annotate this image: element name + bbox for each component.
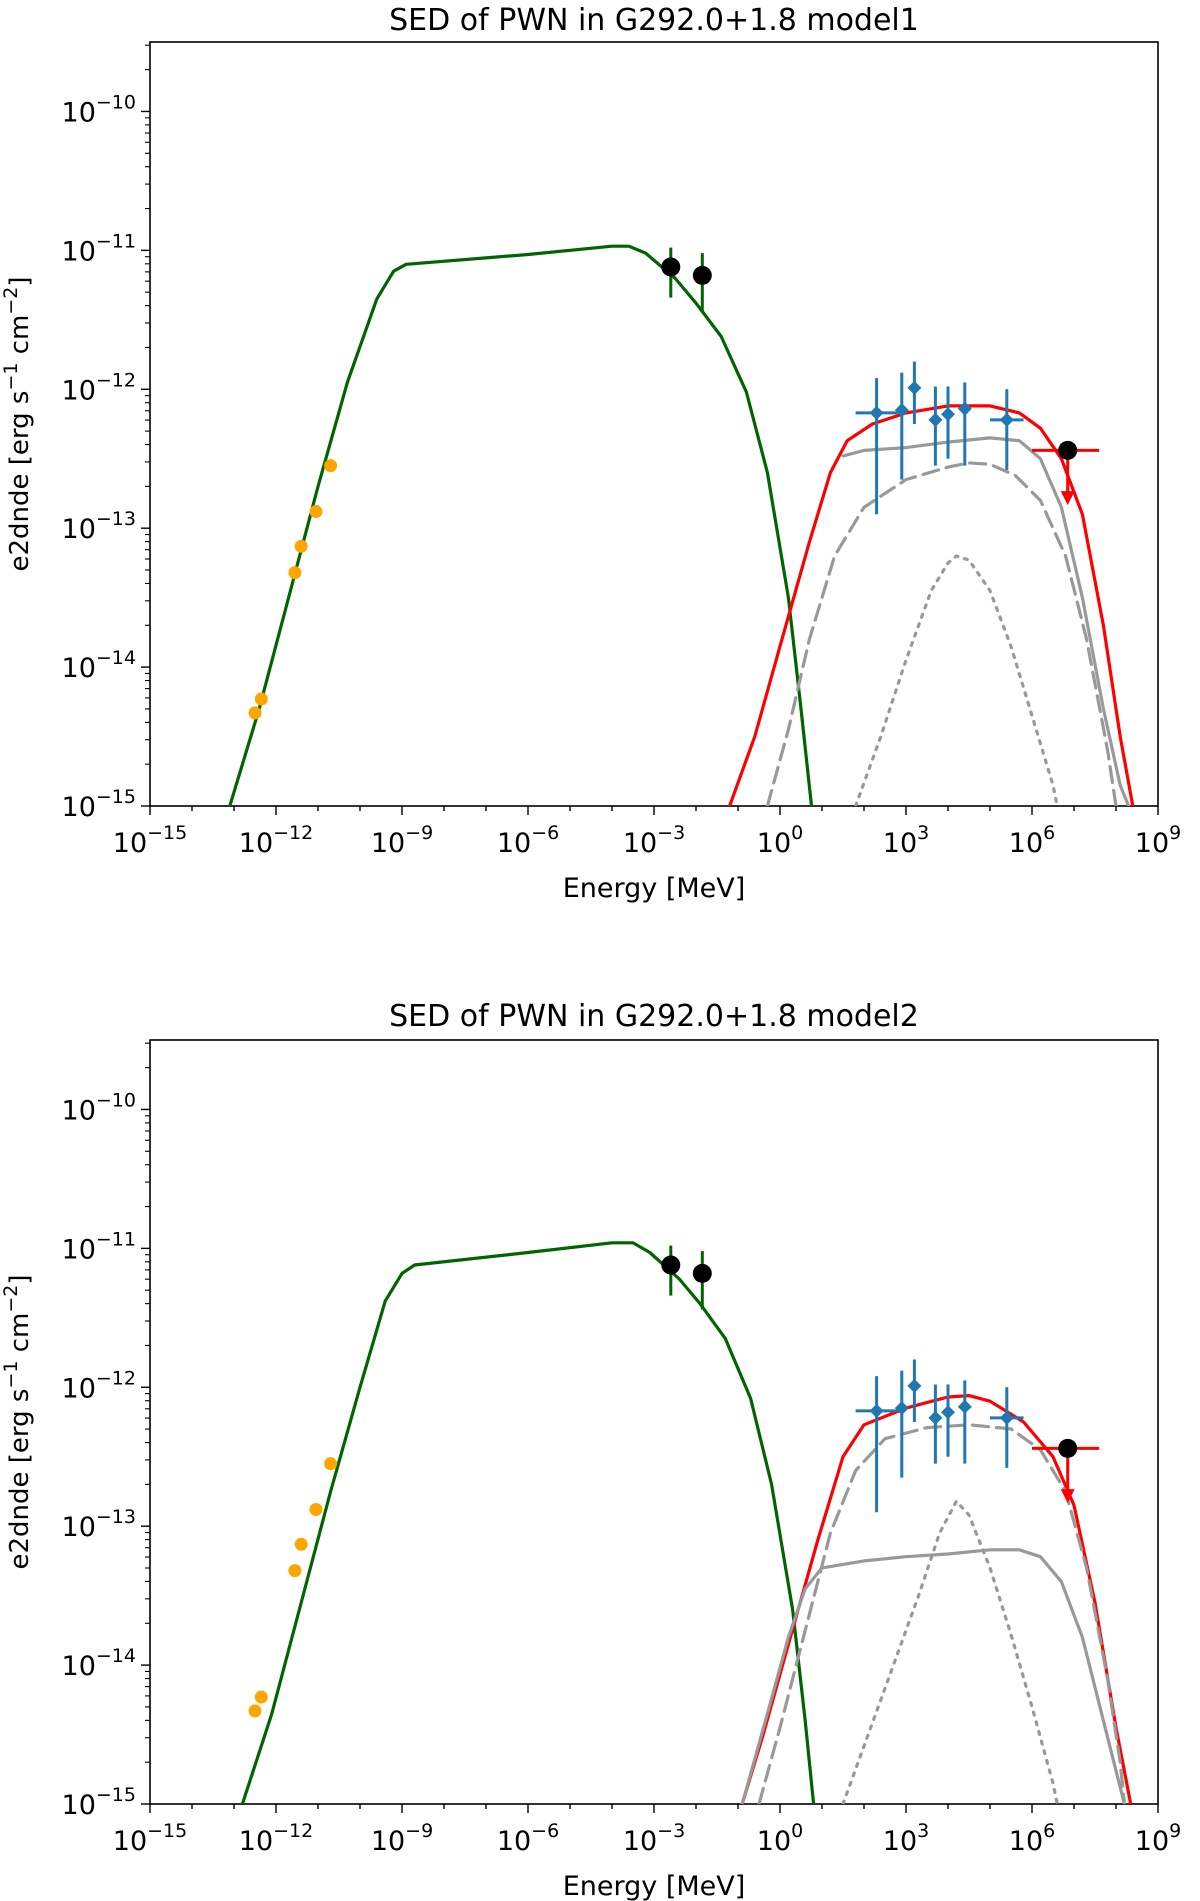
upper-limit-arrow: [1060, 1489, 1075, 1504]
model-curves: [240, 1241, 1133, 1804]
y-axis-label: e2dnde [erg s−1 cm−2]: [0, 1274, 35, 1569]
y-tick-label: 10−10: [62, 91, 136, 128]
series-ic-component-1: [740, 1548, 1126, 1804]
y-tick-label: 10−11: [62, 1228, 136, 1265]
y-tick-label: 10−15: [62, 786, 136, 823]
upper-limit-point: [1058, 1438, 1078, 1458]
x-tick-label: 103: [883, 1820, 929, 1857]
gamma-data-point: [928, 412, 943, 427]
y-tick-label: 10−15: [62, 1784, 136, 1821]
series-synchrotron: [240, 1241, 816, 1804]
x-tick-label: 103: [883, 822, 929, 859]
y-tick-label: 10−13: [62, 1506, 136, 1543]
x-tick-label: 10−9: [371, 822, 433, 859]
x-tick-label: 10−3: [623, 822, 685, 859]
radio-data-point: [288, 1564, 302, 1578]
upper-limit-arrow: [1060, 491, 1075, 506]
x-tick-label: 109: [1135, 822, 1181, 859]
model-curves: [228, 244, 1135, 806]
gamma-data-point: [957, 401, 972, 416]
chart-title: SED of PWN in G292.0+1.8 model2: [389, 999, 919, 1034]
radio-data-point: [324, 1457, 338, 1471]
y-tick-label: 10−14: [62, 1645, 136, 1682]
y-tick-label: 10−10: [62, 1089, 136, 1126]
x-axis-label: Energy [MeV]: [563, 873, 746, 904]
gamma-data-point: [941, 407, 955, 422]
radio-data-point: [294, 1537, 308, 1551]
xray-data-point: [692, 1263, 712, 1283]
radio-data-point: [254, 1690, 268, 1704]
y-tick-label: 10−12: [62, 1367, 136, 1404]
x-tick-label: 10−12: [239, 822, 313, 859]
x-tick-label: 10−9: [371, 1820, 433, 1857]
gamma-data-point: [907, 1378, 922, 1393]
xray-data-point: [692, 265, 712, 285]
series-ic-component-2: [757, 1423, 1126, 1804]
x-tick-label: 10−15: [113, 822, 187, 859]
series-total-ic: [728, 404, 1135, 806]
x-tick-label: 100: [757, 1820, 803, 1857]
y-tick-label: 10−11: [62, 230, 136, 267]
gamma-data-point: [869, 1403, 884, 1418]
y-tick-label: 10−13: [62, 508, 136, 545]
series-ic-component-3: [841, 1499, 1059, 1804]
x-tick-label: 10−3: [623, 1820, 685, 1857]
x-axis-label: Energy [MeV]: [563, 1871, 746, 1901]
x-tick-label: 100: [757, 822, 803, 859]
series-ic-component-2: [765, 461, 1118, 806]
radio-data-point: [248, 1704, 262, 1718]
radio-data-point: [309, 1503, 323, 1517]
x-tick-label: 109: [1135, 1820, 1181, 1857]
radio-data-point: [248, 706, 262, 720]
gamma-data-point: [999, 412, 1014, 427]
gamma-data-point: [928, 1410, 943, 1425]
x-tick-label: 10−15: [113, 1820, 187, 1857]
radio-data-point: [309, 505, 323, 519]
chart-title: SED of PWN in G292.0+1.8 model1: [389, 3, 919, 38]
series-ic-component-3: [854, 554, 1059, 806]
gamma-data-point: [957, 1399, 972, 1414]
x-tick-label: 10−6: [497, 1820, 559, 1857]
y-axis-label: e2dnde [erg s−1 cm−2]: [0, 276, 35, 571]
gamma-data-point: [869, 405, 884, 420]
radio-data-point: [324, 459, 338, 473]
x-tick-label: 10−6: [497, 822, 559, 859]
y-tick-label: 10−12: [62, 369, 136, 406]
gamma-data-point: [894, 403, 909, 418]
radio-data-point: [254, 692, 268, 706]
upper-limit-point: [1058, 440, 1078, 460]
series-ic-component-1: [841, 436, 1131, 806]
gamma-data-point: [941, 1405, 955, 1420]
gamma-data-point: [894, 1401, 909, 1416]
y-tick-label: 10−14: [62, 647, 136, 684]
x-tick-label: 106: [1009, 1820, 1055, 1857]
xray-data-point: [661, 1255, 681, 1275]
x-tick-label: 106: [1009, 822, 1055, 859]
xray-data-point: [661, 257, 681, 277]
series-synchrotron: [228, 244, 814, 806]
x-tick-label: 10−12: [239, 1820, 313, 1857]
radio-data-point: [288, 566, 302, 580]
radio-data-point: [294, 539, 308, 553]
gamma-data-point: [999, 1410, 1014, 1425]
gamma-data-point: [907, 380, 922, 395]
